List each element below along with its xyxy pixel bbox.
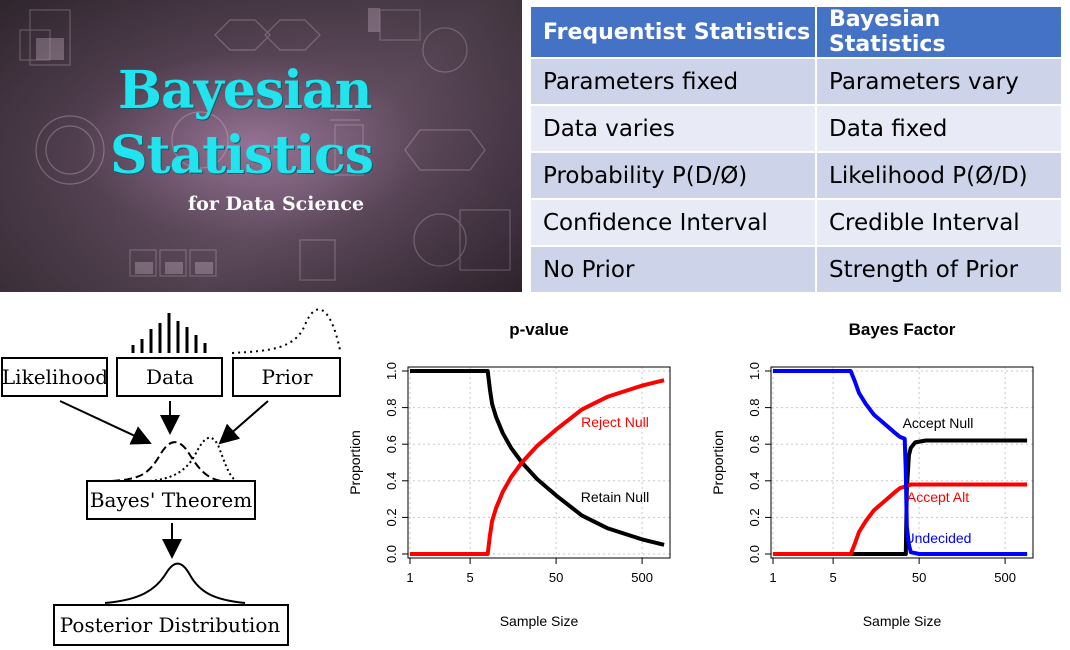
banner-glow <box>0 0 522 292</box>
posterior-curve-icon <box>104 562 246 604</box>
series-line-retain-null <box>410 369 665 547</box>
series-label: Undecided <box>905 530 972 546</box>
table-header-row: Frequentist Statistics Bayesian Statisti… <box>529 5 1063 59</box>
y-tick-label: 1.0 <box>384 362 399 380</box>
table-row: Confidence Interval Credible Interval <box>529 198 1063 247</box>
x-tick-label: 1 <box>769 570 776 585</box>
comparison-table: Frequentist Statistics Bayesian Statisti… <box>529 5 1063 294</box>
x-tick-label: 500 <box>994 570 1016 585</box>
y-tick-label: 0.4 <box>747 472 762 490</box>
x-axis-label: Sample Size <box>500 613 579 629</box>
data-box <box>116 357 223 397</box>
posterior-box <box>53 604 289 646</box>
likelihood-box <box>1 357 108 397</box>
banner-title-line2: Statistics <box>110 125 374 186</box>
y-tick-label: 0.4 <box>384 472 399 490</box>
table-cell: No Prior <box>529 245 817 294</box>
table-cell: Probability P(D/Ø) <box>529 151 817 200</box>
table-cell: Likelihood P(Ø/D) <box>815 151 1063 200</box>
arrow-prior-to-theorem <box>218 400 269 445</box>
x-tick-label: 5 <box>829 570 836 585</box>
table-cell: Strength of Prior <box>815 245 1063 294</box>
y-tick-label: 0.6 <box>747 435 762 453</box>
likelihood-label: Likelihood <box>2 365 108 389</box>
series-label: Accept Null <box>903 415 974 431</box>
x-tick-label: 5 <box>466 570 473 585</box>
prior-curve-icon <box>231 308 341 354</box>
table-cell: Data fixed <box>815 104 1063 153</box>
bayes-factor-chart-svg: Bayes Factor Accept Null Accept Alt Undecid… <box>710 320 1034 629</box>
y-tick-label: 1.0 <box>747 362 762 380</box>
series-line-reject-null <box>410 378 665 556</box>
chart-title: p-value <box>509 320 569 339</box>
x-tick-label: 50 <box>912 570 926 585</box>
column-header-bayesian: Bayesian Statistics <box>815 5 1063 59</box>
table-row: Parameters fixed Parameters vary <box>529 57 1063 106</box>
series-label: Reject Null <box>581 414 649 430</box>
table-row: Probability P(D/Ø) Likelihood P(Ø/D) <box>529 151 1063 200</box>
y-axis-label: Proportion <box>710 430 726 495</box>
x-tick-label: 500 <box>631 570 653 585</box>
bayes-theorem-label: Bayes' Theorem <box>90 488 252 512</box>
y-tick-label: 0.6 <box>384 435 399 453</box>
p-value-chart-svg: p-value Retain Null Reject Null 0.0 0.2 0.4 0.… <box>347 320 671 629</box>
banner-image: Bayesian Statistics for Data Science <box>0 0 522 292</box>
series-label: Retain Null <box>581 489 649 505</box>
y-tick-label: 0.8 <box>747 399 762 417</box>
table-cell: Parameters vary <box>815 57 1063 106</box>
series-line-accept-alt <box>773 482 1028 556</box>
plot-frame <box>770 366 1034 559</box>
x-tick-label: 1 <box>406 570 413 585</box>
table-cell: Parameters fixed <box>529 57 817 106</box>
arrow-likelihood-to-theorem <box>59 400 152 445</box>
banner-subtitle: for Data Science <box>188 193 365 215</box>
series-line-accept-null <box>773 438 1028 556</box>
bayes-theorem-diagram: Likelihood Data Prior Bayes' Theorem Pos… <box>1 308 341 646</box>
y-tick-label: 0.2 <box>747 508 762 526</box>
table-cell: Credible Interval <box>815 198 1063 247</box>
data-histogram-icon <box>131 313 207 353</box>
chart-title: Bayes Factor <box>849 320 956 339</box>
series-label: Accept Alt <box>907 489 969 505</box>
y-tick-label: 0.2 <box>384 508 399 526</box>
table-row: Data varies Data fixed <box>529 104 1063 153</box>
data-label: Data <box>146 365 194 389</box>
y-axis-label: Proportion <box>347 430 363 495</box>
table-row: No Prior Strength of Prior <box>529 245 1063 294</box>
column-header-frequentist: Frequentist Statistics <box>529 5 817 59</box>
prior-label: Prior <box>261 365 312 389</box>
x-axis-label: Sample Size <box>863 613 942 629</box>
posterior-label: Posterior Distribution <box>60 613 281 637</box>
y-tick-label: 0.8 <box>384 399 399 417</box>
bayes-theorem-box <box>86 480 256 520</box>
y-tick-label: 0.0 <box>747 545 762 563</box>
banner-title-line1: Bayesian <box>118 60 372 121</box>
likelihood-curve-icon <box>111 441 223 482</box>
series-line-undecided <box>773 369 1028 556</box>
table-cell: Confidence Interval <box>529 198 817 247</box>
p-value-chart: p-value Retain Null Reject Null 0.0 0.2 0.4 0.… <box>345 305 690 645</box>
table-cell: Data varies <box>529 104 817 153</box>
y-tick-label: 0.0 <box>384 545 399 563</box>
bayes-factor-chart: Bayes Factor Accept Null Accept Alt Undecid… <box>708 305 1053 645</box>
x-tick-label: 50 <box>549 570 563 585</box>
prior-box <box>232 357 341 397</box>
plot-frame <box>407 366 671 559</box>
